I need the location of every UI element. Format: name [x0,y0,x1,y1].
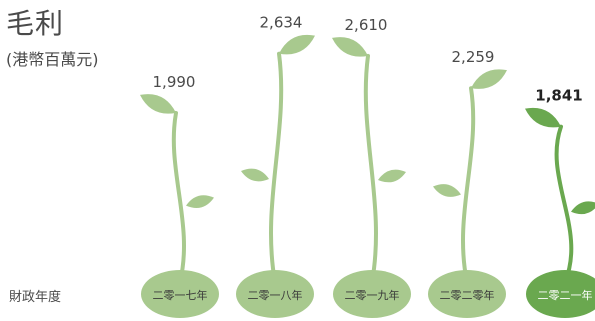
sprout-stem [171,110,187,284]
sprout-stem [269,51,284,284]
value-label: 2,610 [345,16,388,34]
category-label: 二零一八年 [248,288,303,302]
sprout-top-leaf [525,107,561,128]
value-label: 2,259 [452,48,495,66]
value-label: 2,634 [260,14,303,32]
category-label: 二零一七年 [153,288,208,302]
sprout-bar: 二零一九年 2,610 [332,16,411,318]
sprout-bar: 二零一七年 1,990 [140,73,219,318]
sprout-side-leaf [378,169,406,183]
sprout-top-leaf [140,94,176,114]
sprout-side-leaf [571,201,595,215]
seed-shape [236,270,314,318]
sprout-stem [363,53,378,284]
sprout-top-leaf [279,34,315,55]
category-label: 二零二零年 [440,288,495,302]
category-label: 二零二一年 [538,288,593,302]
sprout-top-leaf [471,69,507,89]
sprout-stem [554,124,574,284]
seed-shape [141,270,219,318]
sprout-side-leaf [241,168,269,182]
category-label: 二零一九年 [345,288,400,302]
seed-shape [428,270,506,318]
sprout-bar: 二零一八年 2,634 [236,14,315,318]
sprout-stem [461,86,476,284]
sprout-top-leaf [332,37,368,57]
value-label: 1,841 [535,87,582,105]
x-axis-title: 財政年度 [9,290,62,305]
value-label: 1,990 [153,73,196,91]
seed-shape [526,270,595,318]
seed-shape [333,270,411,318]
sprout-side-leaf [186,195,214,208]
chart-subtitle: (港幣百萬元) [6,50,99,69]
sprout-side-leaf [433,184,461,197]
sprout-bar: 二零二零年 2,259 [428,48,507,318]
chart-title: 毛利 [6,7,65,40]
sprout-bar: 二零二一年 1,841 [525,87,595,318]
